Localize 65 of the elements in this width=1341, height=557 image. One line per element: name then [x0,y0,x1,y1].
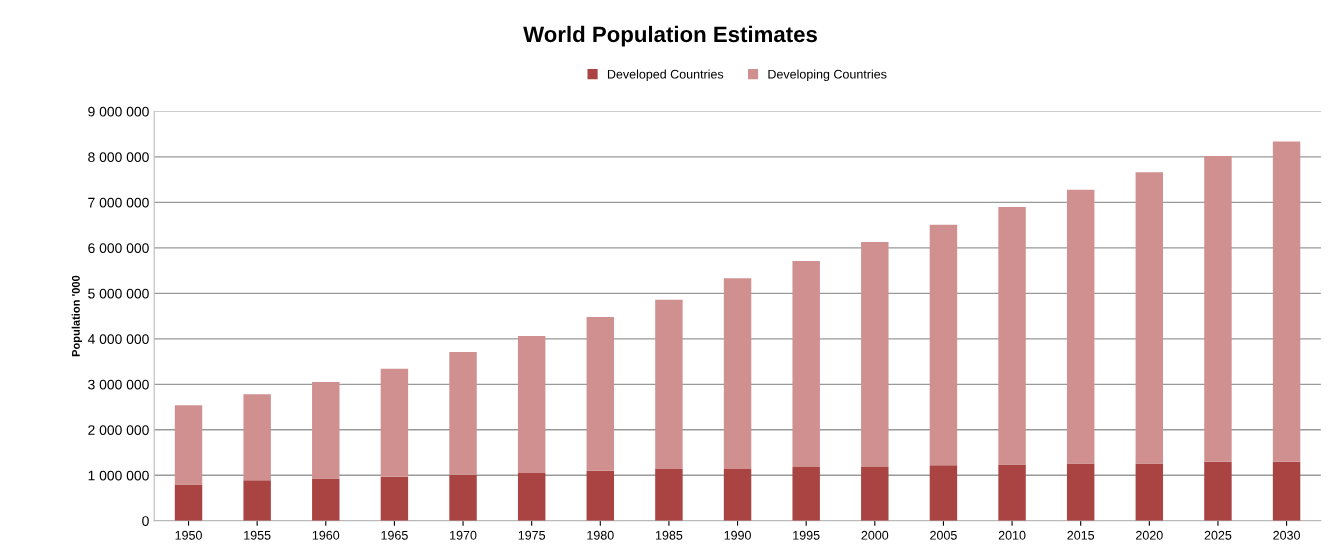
y-tick-label: 7 000 000 [88,197,149,208]
x-tick-label: 1990 [724,530,751,540]
bar [312,382,340,479]
bar [1272,141,1301,462]
x-tick-label: 2020 [1136,530,1163,540]
bar [380,476,409,521]
y-tick-label: 8 000 000 [88,152,149,163]
bar [586,317,615,471]
bar [449,352,477,475]
x-tick-label: 1965 [381,530,408,540]
bar [517,336,546,474]
y-tick-label: 6 000 000 [88,243,149,254]
bar [174,484,203,521]
bar [998,464,1026,521]
bar [998,206,1026,465]
bar [243,394,271,481]
bar [586,470,615,521]
x-tick-label: 2025 [1204,530,1232,540]
x-tick-label: 1975 [518,530,546,540]
bar [655,468,683,521]
bar [792,261,820,468]
y-axis-title: Population '000 [71,275,83,357]
x-tick-label: 1985 [655,530,683,540]
legend-label: Developed Countries [607,69,724,82]
bar [861,467,889,521]
y-tick-label: 9 000 000 [88,106,149,117]
bar [792,467,820,521]
bar [1204,155,1232,462]
x-tick-label: 1970 [450,530,477,540]
bar [929,224,958,466]
y-tick-label: 1 000 000 [88,470,149,481]
x-tick-label: 2000 [861,530,889,540]
y-tick-label: 3 000 000 [88,379,149,390]
bar [1135,172,1164,464]
bar [380,368,409,477]
x-tick-label: 2005 [930,530,957,540]
bar [655,299,683,469]
bar [1066,189,1095,464]
x-tick-label: 1995 [793,530,820,540]
bar [312,478,340,521]
bar [929,465,958,521]
y-tick-label: 0 [142,516,149,526]
y-tick-label: 5 000 000 [88,288,149,299]
x-tick-label: 2030 [1273,530,1300,540]
x-tick-label: 1955 [244,530,271,540]
x-tick-label: 2015 [1067,530,1095,540]
bar [1135,463,1164,521]
x-tick-label: 1950 [175,530,202,540]
x-tick-label: 1960 [312,530,340,540]
bar [174,405,203,485]
bar [723,468,752,521]
bar [243,480,271,521]
x-tick-label: 2010 [998,530,1026,540]
bar [723,278,752,469]
bar [1066,463,1095,521]
bar [1272,461,1301,521]
bar [1204,461,1232,521]
legend-label: Developing Countries [768,69,887,82]
bar [517,473,546,521]
chart-title: World Population Estimates [523,25,817,47]
bar [449,474,477,521]
y-tick-label: 2 000 000 [88,425,149,435]
y-tick-label: 4 000 000 [87,334,149,345]
x-tick-label: 1980 [587,530,614,540]
bar [861,241,889,468]
